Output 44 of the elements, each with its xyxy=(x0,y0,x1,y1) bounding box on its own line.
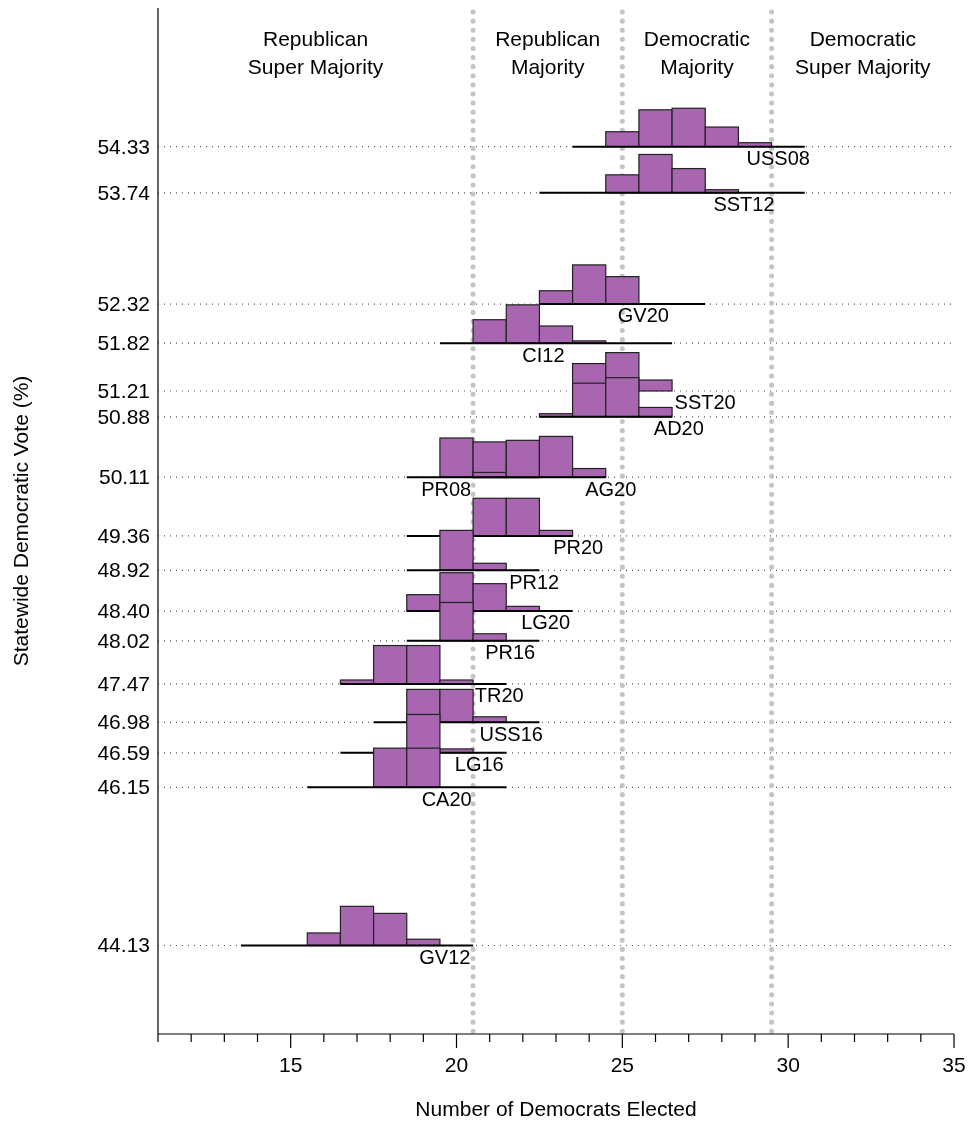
y-tick-label: 53.74 xyxy=(97,180,151,204)
y-tick-label: 50.88 xyxy=(97,404,150,428)
y-tick-label: 51.82 xyxy=(97,331,150,355)
series-label: PR08 xyxy=(421,477,472,500)
series-label: PR20 xyxy=(553,536,604,559)
annotation: Republican Majority xyxy=(495,27,601,78)
series-label: USS16 xyxy=(479,722,543,745)
annotation: Democratic Super Majority xyxy=(795,27,931,78)
series-label: TR20 xyxy=(474,684,524,707)
annotation: Republican Super Majority xyxy=(247,27,384,78)
y-tick-label: 49.36 xyxy=(97,523,150,547)
y-tick-label: 52.32 xyxy=(97,292,150,316)
series-label: PR16 xyxy=(485,641,536,664)
series-label: GV20 xyxy=(617,304,669,327)
y-tick-label: 48.02 xyxy=(97,628,150,652)
y-tick-label: 51.21 xyxy=(97,378,150,402)
series-label: GV12 xyxy=(419,945,471,968)
x-axis-title: Number of Democrats Elected xyxy=(415,1097,697,1120)
x-tick-label: 15 xyxy=(278,1053,303,1076)
x-tick-label: 25 xyxy=(610,1053,635,1076)
y-tick-label: 54.33 xyxy=(97,134,150,158)
y-tick-label: 48.40 xyxy=(97,599,150,623)
annotation: Democratic Majority xyxy=(643,27,751,78)
y-tick-label: 47.47 xyxy=(97,671,150,695)
series-label: CI12 xyxy=(522,343,565,366)
series-label: CA20 xyxy=(421,787,472,810)
series-label: USS08 xyxy=(746,147,810,170)
series-label: PR12 xyxy=(509,570,560,593)
y-axis-title: Statewide Democratic Vote (%) xyxy=(9,375,32,667)
y-tick-label: 46.98 xyxy=(97,710,150,734)
series-label: AD20 xyxy=(653,417,704,440)
series-label: LG16 xyxy=(454,753,504,776)
series-label: SST12 xyxy=(713,193,775,216)
series-label: AG20 xyxy=(585,477,637,500)
x-tick-label: 30 xyxy=(776,1053,800,1076)
series-label: SST20 xyxy=(674,391,736,414)
y-tick-label: 46.59 xyxy=(97,740,150,764)
y-tick-label: 46.15 xyxy=(97,775,150,799)
x-tick-label: 20 xyxy=(444,1053,469,1076)
x-tick-label: 35 xyxy=(942,1053,966,1076)
series-label: LG20 xyxy=(521,611,571,634)
y-tick-label: 48.92 xyxy=(97,558,150,582)
y-tick-label: 50.11 xyxy=(99,465,150,489)
y-tick-label: 44.13 xyxy=(97,933,150,957)
